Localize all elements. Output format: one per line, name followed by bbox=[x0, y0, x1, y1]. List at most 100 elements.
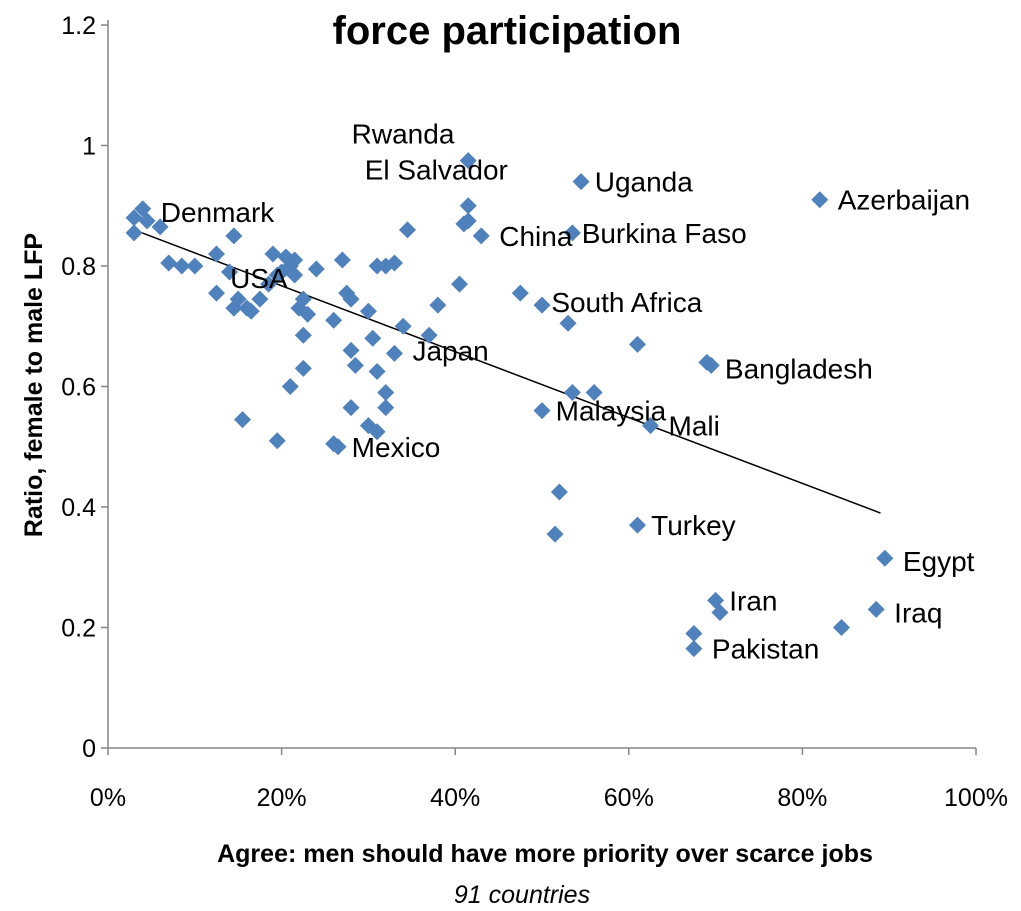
point-label: Burkina Faso bbox=[582, 218, 747, 249]
y-tick-label: 1.2 bbox=[61, 12, 96, 40]
data-point bbox=[208, 284, 225, 302]
data-point bbox=[563, 224, 581, 242]
x-tick-label: 20% bbox=[257, 784, 307, 812]
data-point bbox=[811, 191, 829, 209]
data-point bbox=[628, 335, 646, 353]
data-point bbox=[251, 290, 269, 308]
data-point bbox=[563, 384, 581, 402]
data-point bbox=[151, 218, 169, 236]
x-tick-label: 0% bbox=[90, 784, 126, 812]
data-point bbox=[711, 603, 729, 621]
trendline bbox=[133, 229, 881, 514]
point-label: Malaysia bbox=[556, 396, 667, 427]
chart-subtitle: 91 countries bbox=[454, 881, 590, 909]
data-point bbox=[229, 290, 247, 308]
point-label: USA bbox=[230, 263, 288, 294]
point-label: Iran bbox=[729, 585, 777, 616]
point-labels-group: Rwanda El Salvador Uganda Azerbaijan Denmark… bbox=[161, 118, 975, 664]
point-label: Azerbaijan bbox=[838, 185, 970, 216]
point-label: Denmark bbox=[161, 197, 276, 228]
data-point bbox=[307, 260, 325, 278]
point-label: South Africa bbox=[551, 287, 702, 318]
data-point bbox=[472, 227, 490, 245]
data-point bbox=[459, 152, 477, 170]
points-group bbox=[125, 152, 894, 658]
point-label: Bangladesh bbox=[725, 353, 873, 384]
y-tick-label: 0.4 bbox=[61, 494, 96, 522]
data-point bbox=[160, 254, 178, 272]
point-label: Uganda bbox=[595, 167, 694, 198]
data-point bbox=[359, 302, 377, 320]
point-label: Rwanda bbox=[352, 118, 455, 149]
data-point bbox=[642, 417, 659, 435]
y-tick-label: 0.2 bbox=[61, 615, 96, 643]
data-point bbox=[333, 251, 351, 269]
data-point bbox=[342, 341, 360, 359]
data-point bbox=[294, 359, 312, 377]
data-point bbox=[832, 619, 850, 636]
point-label: Pakistan bbox=[712, 634, 819, 665]
data-point bbox=[346, 356, 364, 374]
data-point bbox=[572, 173, 590, 191]
data-point bbox=[264, 245, 282, 263]
y-tick-label: 0.8 bbox=[61, 253, 96, 281]
data-point bbox=[125, 209, 143, 227]
y-axis-label: Ratio, female to male LFP bbox=[20, 233, 48, 537]
data-point bbox=[550, 483, 568, 501]
data-point bbox=[325, 311, 343, 329]
data-point bbox=[685, 640, 703, 658]
data-point bbox=[138, 212, 156, 230]
data-point bbox=[511, 284, 529, 302]
data-point bbox=[208, 245, 225, 263]
x-tick-label: 40% bbox=[430, 784, 480, 812]
point-label: China bbox=[499, 221, 573, 252]
point-label: Mali bbox=[669, 411, 720, 442]
data-point bbox=[451, 275, 469, 293]
y-tick-label: 0 bbox=[82, 735, 96, 763]
data-point bbox=[377, 384, 395, 402]
x-tick-label: 60% bbox=[604, 784, 654, 812]
point-label: Iraq bbox=[894, 597, 942, 628]
data-point bbox=[628, 516, 646, 534]
data-point bbox=[585, 384, 603, 402]
data-point bbox=[221, 263, 239, 281]
data-point bbox=[225, 227, 243, 245]
data-point bbox=[429, 296, 447, 314]
data-point bbox=[533, 402, 551, 420]
x-axis-label: Agree: men should have more priority ove… bbox=[217, 840, 873, 868]
point-label: Japan bbox=[412, 335, 488, 366]
data-point bbox=[268, 432, 286, 450]
data-point bbox=[342, 290, 360, 308]
data-point bbox=[385, 254, 403, 272]
data-point bbox=[368, 257, 386, 275]
data-point bbox=[459, 197, 477, 215]
data-point bbox=[281, 378, 299, 395]
point-label: Egypt bbox=[903, 546, 975, 577]
data-point bbox=[294, 290, 312, 308]
data-point bbox=[876, 549, 894, 567]
chart-title: force participation bbox=[333, 9, 682, 53]
data-point bbox=[559, 314, 577, 332]
data-point bbox=[186, 257, 204, 275]
data-point bbox=[377, 399, 395, 417]
data-point bbox=[173, 257, 191, 275]
data-point bbox=[125, 224, 143, 242]
data-point bbox=[260, 275, 278, 293]
trendline-group bbox=[133, 229, 881, 514]
data-point bbox=[533, 296, 551, 314]
data-point bbox=[242, 302, 260, 320]
x-tick-label: 100% bbox=[944, 784, 1008, 812]
data-point bbox=[867, 600, 885, 618]
x-tick-label: 80% bbox=[777, 784, 827, 812]
data-point bbox=[234, 411, 252, 429]
data-point bbox=[368, 423, 386, 441]
data-point bbox=[398, 221, 416, 239]
data-point bbox=[286, 251, 304, 269]
data-point bbox=[368, 362, 386, 380]
data-point bbox=[294, 326, 312, 344]
y-tick-label: 1 bbox=[82, 133, 96, 161]
data-point bbox=[459, 212, 477, 230]
data-point bbox=[546, 525, 564, 543]
data-point bbox=[685, 625, 703, 643]
data-point bbox=[702, 356, 720, 374]
